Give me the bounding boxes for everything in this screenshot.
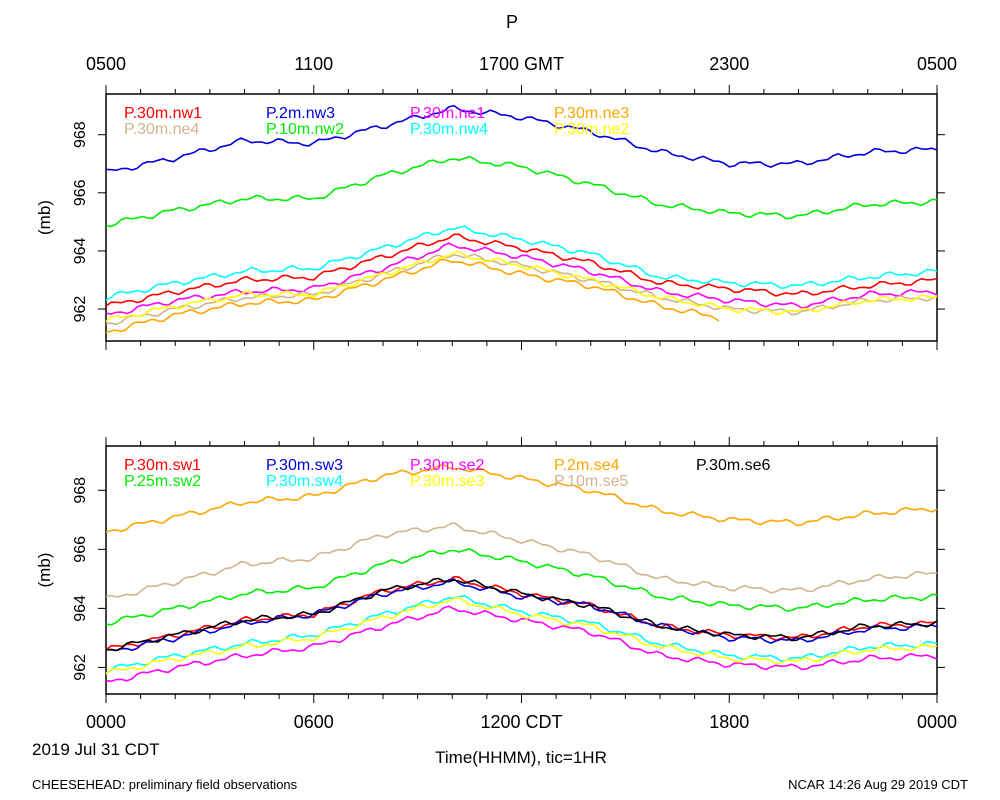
series-line-p-10m-nw2: [105, 155, 938, 228]
series-line-p-30m-se6: [105, 577, 938, 652]
top-axis-label-3: 2300: [709, 54, 749, 74]
footer-right: NCAR 14:26 Aug 29 2019 CDT: [788, 777, 968, 792]
bottom-axis-labels: 0000 0600 1200 CDT 1800 0000: [86, 712, 957, 732]
top-ytick-label-968: 968: [72, 121, 89, 148]
legend-p-30m-se6: P.30m.se6: [696, 457, 771, 474]
series-line-p-2m-se4: [105, 463, 938, 533]
legend-p-30m-ne2: P.30m.ne2: [554, 121, 629, 138]
legend-p-30m-sw3: P.30m.sw3: [266, 457, 343, 474]
series-line-p-30m-ne4: [105, 253, 938, 326]
bottom-axis-label-0: 0000: [86, 712, 126, 732]
legend-p-30m-sw1: P.30m.sw1: [124, 457, 201, 474]
legend-p-30m-ne3: P.30m.ne3: [554, 105, 629, 122]
series-line-p-30m-se2: [105, 605, 938, 683]
legend-p-10m-nw2: P.10m.nw2: [266, 121, 344, 138]
legend-p-2m-se4: P.2m.se4: [554, 457, 620, 474]
series-line-p-30m-nw4: [105, 225, 938, 301]
bottom-ylabel: (mb): [35, 553, 54, 588]
top-axis-label-1: 1100: [294, 54, 333, 74]
legend-p-2m-nw3: P.2m.nw3: [266, 105, 335, 122]
legend-p-25m-sw2: P.25m.sw2: [124, 473, 201, 490]
bottom-ytick-label-968: 968: [72, 477, 89, 504]
legend-p-30m-ne4: P.30m.ne4: [124, 121, 199, 138]
bottom-panel-frame: [105, 445, 938, 695]
bottom-axis-label-3: 1800: [709, 712, 749, 732]
bottom-ytick-label-962: 962: [72, 654, 89, 681]
legend-p-30m-nw1: P.30m.nw1: [124, 105, 202, 122]
series-line-p-30m-se3: [105, 596, 938, 675]
top-ylabel: (mb): [35, 200, 54, 235]
legend-p-30m-sw4: P.30m.sw4: [266, 473, 343, 490]
bottom-ytick-label-966: 966: [72, 536, 89, 563]
series-line-p-2m-nw3: [105, 104, 938, 172]
top-axis-labels: 0500 1100 1700 GMT 2300 0500: [86, 54, 957, 74]
date-label: 2019 Jul 31 CDT: [32, 740, 160, 759]
series-line-p-30m-sw1: [105, 575, 938, 651]
top-ytick-label-964: 964: [72, 237, 89, 264]
series-line-p-30m-ne1: [105, 242, 938, 315]
top-panel: 962 964 966 968 (mb) P.30m.nw1 P.2m.nw3 P.30m.n…: [35, 85, 945, 350]
series-line-p-25m-sw2: [105, 547, 938, 626]
top-ytick-label-966: 966: [72, 179, 89, 206]
bottom-axis-label-1: 0600: [294, 712, 334, 732]
chart-title: P: [506, 12, 518, 32]
bottom-axis-label-4: 0000: [917, 712, 957, 732]
legend-p-30m-se2: P.30m.se2: [410, 457, 485, 474]
legend-p-30m-nw4: P.30m.nw4: [410, 121, 488, 138]
series-line-p-30m-sw3: [105, 578, 938, 652]
series-line-p-30m-ne3: [105, 258, 720, 334]
top-axis-label-2: 1700 GMT: [479, 54, 564, 74]
top-axis-label-0: 0500: [86, 54, 126, 74]
legend-p-30m-ne1: P.30m.ne1: [410, 105, 485, 122]
series-line-p-10m-se5: [105, 521, 938, 598]
bottom-ytick-label-964: 964: [72, 595, 89, 622]
top-ytick-label-962: 962: [72, 296, 89, 323]
footer-left: CHEESEHEAD: preliminary field observatio…: [32, 777, 298, 792]
legend-p-30m-se3: P.30m.se3: [410, 473, 485, 490]
series-line-p-30m-nw1: [105, 233, 938, 307]
legend-p-10m-se5: P.10m.se5: [554, 473, 629, 490]
bottom-axis-label-2: 1200 CDT: [480, 712, 562, 732]
x-axis-label: Time(HHMM), tic=1HR: [435, 748, 607, 767]
series-line-p-30m-ne2: [105, 250, 938, 323]
top-axis-label-4: 0500: [917, 54, 957, 74]
